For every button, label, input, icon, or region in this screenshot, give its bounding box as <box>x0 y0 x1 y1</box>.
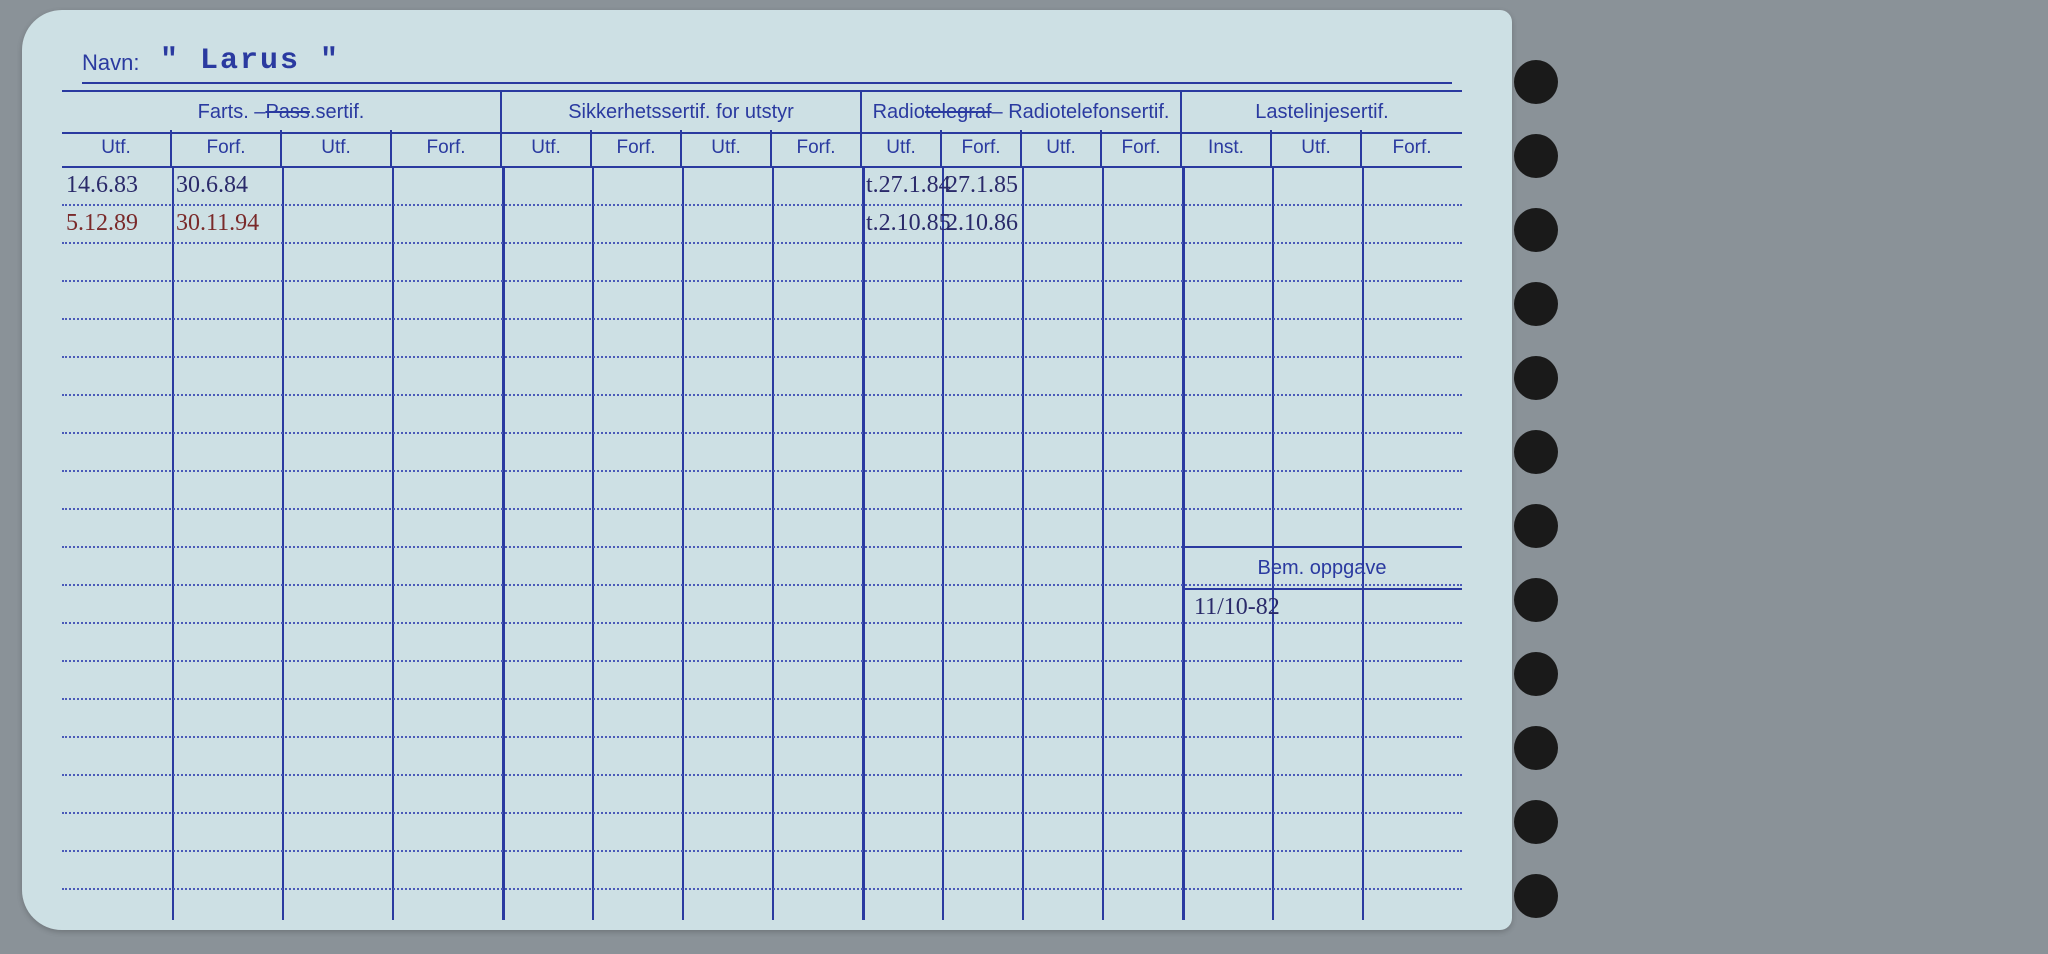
section-header: Lastelinjesertif. <box>1182 92 1462 132</box>
column-header: Forf. <box>1102 130 1182 166</box>
handwritten-entry: 5.12.89 <box>66 210 138 237</box>
row-guide <box>62 622 1462 624</box>
row-guide <box>62 508 1462 510</box>
handwritten-entry: 27.1.85 <box>946 172 1018 199</box>
row-guide <box>62 812 1462 814</box>
column-header: Utf. <box>282 130 392 166</box>
handwritten-entry: 2.10.86 <box>946 210 1018 237</box>
name-label: Navn: <box>82 50 139 76</box>
binder-hole <box>1514 800 1558 844</box>
column-header: Forf. <box>942 130 1022 166</box>
column-header: Utf. <box>862 130 942 166</box>
column-header: Utf. <box>502 130 592 166</box>
certificate-table: Farts. – Pass.sertif.Sikkerhetssertif. f… <box>62 90 1462 920</box>
binder-hole <box>1514 134 1558 178</box>
row-guide <box>62 318 1462 320</box>
row-guide <box>62 204 1462 206</box>
row-guide <box>62 242 1462 244</box>
binder-hole <box>1514 60 1558 104</box>
section-header: Sikkerhetssertif. for utstyr <box>502 92 862 132</box>
section-header: Radiotelegraf – Radiotelefonsertif. <box>862 92 1182 132</box>
row-guide <box>62 660 1462 662</box>
row-guide <box>62 280 1462 282</box>
column-header-row: Utf.Forf.Utf.Forf.Utf.Forf.Utf.Forf.Utf.… <box>62 130 1462 168</box>
column-header: Utf. <box>1272 130 1362 166</box>
binder-hole <box>1514 282 1558 326</box>
binder-hole <box>1514 356 1558 400</box>
column-header: Forf. <box>592 130 682 166</box>
ledger-card: Navn: " Larus " Farts. – Pass.sertif.Sik… <box>22 10 1512 930</box>
name-row: Navn: " Larus " <box>82 38 1452 84</box>
binder-hole <box>1514 208 1558 252</box>
handwritten-entry: 30.11.94 <box>176 210 259 237</box>
row-guide <box>62 698 1462 700</box>
row-guide <box>62 470 1462 472</box>
row-guide <box>62 774 1462 776</box>
bem-oppgave-header: Bem. oppgave <box>1182 546 1462 590</box>
column-header: Utf. <box>1022 130 1102 166</box>
column-header: Forf. <box>1362 130 1462 166</box>
column-header: Forf. <box>172 130 282 166</box>
section-header-row: Farts. – Pass.sertif.Sikkerhetssertif. f… <box>62 90 1462 134</box>
handwritten-entry: t.27.1.84 <box>866 172 951 199</box>
binder-hole <box>1514 430 1558 474</box>
row-guide <box>62 850 1462 852</box>
binder-hole <box>1514 874 1558 918</box>
binder-holes <box>1514 60 1558 948</box>
column-header: Forf. <box>772 130 862 166</box>
bem-oppgave-value: 11/10-82 <box>1194 594 1280 621</box>
table-body: 14.6.83 30.6.84 5.12.89 30.11.94 t.27.1.8427… <box>62 166 1462 920</box>
binder-hole <box>1514 652 1558 696</box>
row-guide <box>62 736 1462 738</box>
handwritten-entry: 14.6.83 <box>66 172 138 199</box>
row-guide <box>62 394 1462 396</box>
row-guide <box>62 888 1462 890</box>
handwritten-entry: t.2.10.85 <box>866 210 951 237</box>
row-guide <box>62 356 1462 358</box>
row-guide <box>62 432 1462 434</box>
name-value: " Larus " <box>160 44 340 78</box>
column-header: Utf. <box>62 130 172 166</box>
column-header: Inst. <box>1182 130 1272 166</box>
binder-hole <box>1514 726 1558 770</box>
handwritten-entry: 30.6.84 <box>176 172 248 199</box>
column-header: Utf. <box>682 130 772 166</box>
column-header: Forf. <box>392 130 502 166</box>
section-header: Farts. – Pass.sertif. <box>62 92 502 132</box>
binder-hole <box>1514 504 1558 548</box>
binder-hole <box>1514 578 1558 622</box>
